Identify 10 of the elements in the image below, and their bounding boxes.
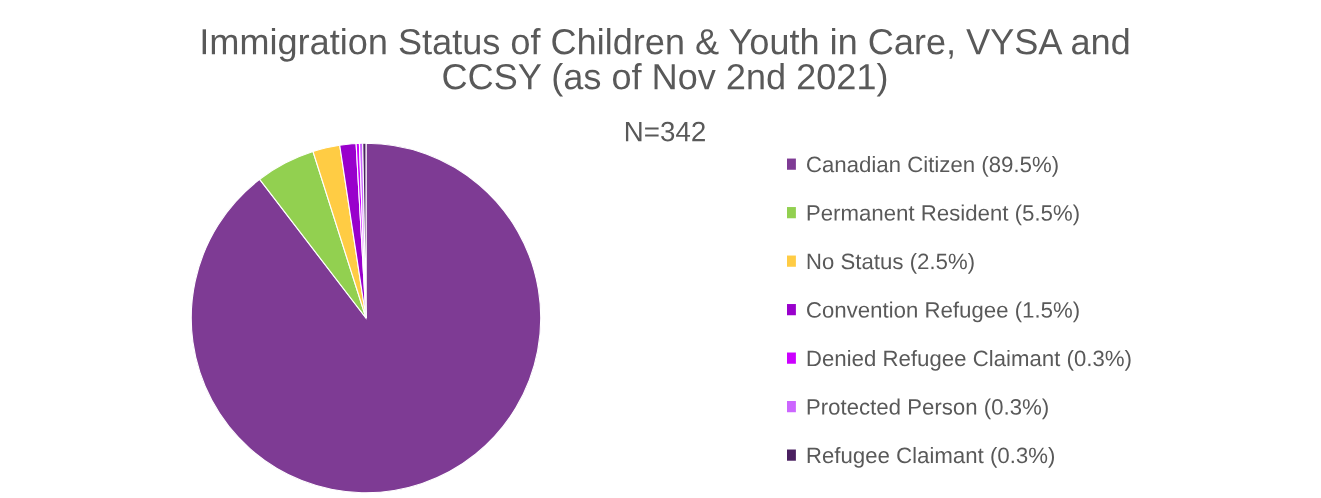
legend-label: Canadian Citizen (89.5%) (807, 156, 1058, 177)
legend-label: No Status (2.5%) (807, 252, 974, 274)
legend-label: Refugee Claimant (0.3%) (807, 446, 1055, 468)
legend-label: Denied Refugee Claimant (0.3%) (807, 349, 1131, 371)
chart-subtitle: N=342 (625, 121, 705, 142)
pie-slice (190, 142, 542, 494)
legend-label: Convention Refugee (1.5%) (807, 301, 1079, 323)
legend-label: Permanent Resident (5.5%) (807, 204, 1079, 226)
legend-label: Protected Person (0.3%) (807, 398, 1048, 420)
chart-title: Immigration Status of Children & Youth in Care, VYSA and CCSY (as of Nov 2nd 2021) (202, 28, 1129, 97)
